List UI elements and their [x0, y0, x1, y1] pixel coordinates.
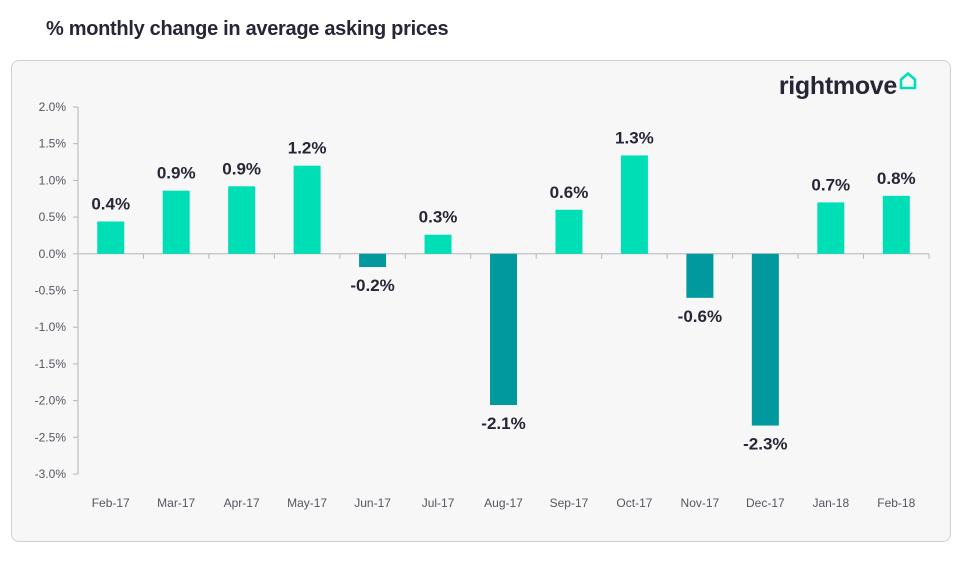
chart-card: rightmove: [11, 60, 951, 542]
x-tick-label: Feb-18: [877, 496, 915, 510]
x-tick-label: Oct-17: [616, 496, 652, 510]
bar: [686, 253, 714, 298]
x-tick-label: Nov-17: [681, 496, 720, 510]
bar: [162, 190, 190, 254]
y-tick-label: 1.5%: [39, 137, 67, 151]
data-label: -2.3%: [743, 435, 787, 454]
y-tick-label: 0.5%: [39, 210, 67, 224]
y-tick-label: -3.0%: [35, 467, 67, 481]
y-tick-label: 1.0%: [39, 173, 67, 187]
x-tick-label: Mar-17: [157, 496, 195, 510]
bar: [620, 155, 648, 254]
bars: [97, 155, 910, 426]
bar: [555, 209, 583, 254]
data-label: 1.3%: [615, 128, 654, 147]
data-label: 0.9%: [157, 164, 196, 183]
y-tick-label: -1.5%: [35, 357, 67, 371]
y-tick-label: 2.0%: [39, 100, 67, 114]
x-tick-label: Jun-17: [354, 496, 391, 510]
brand-name: rightmove: [778, 72, 897, 100]
bar: [817, 202, 845, 254]
x-tick-label: Aug-17: [484, 496, 523, 510]
data-label: -2.1%: [481, 414, 525, 433]
data-label: 0.3%: [419, 208, 458, 227]
brand-logo: rightmove: [779, 71, 918, 101]
data-label: 0.7%: [811, 175, 850, 194]
x-tick-label: Apr-17: [224, 496, 260, 510]
bar: [424, 234, 452, 254]
bar: [97, 221, 125, 254]
house-outline-icon: [899, 72, 917, 90]
data-label: -0.2%: [350, 276, 394, 295]
data-label: 0.9%: [222, 159, 261, 178]
y-tick-label: -2.5%: [35, 430, 67, 444]
x-tick-label: May-17: [287, 496, 327, 510]
bar: [359, 253, 387, 268]
y-tick-label: 0.0%: [39, 247, 67, 261]
x-tick-label: Feb-17: [92, 496, 130, 510]
bar: [293, 165, 321, 254]
data-label: 0.4%: [91, 195, 130, 214]
labels: 0.4% Feb-17 0.9% Mar-17 0.9% Apr-17 1.2% May-17…: [91, 128, 915, 510]
data-label: -0.6%: [678, 307, 722, 326]
y-tick-label: -0.5%: [35, 284, 67, 298]
x-tick-label: Jul-17: [422, 496, 455, 510]
x-tick-label: Sep-17: [550, 496, 589, 510]
x-tick-label: Jan-18: [812, 496, 849, 510]
data-label: 0.8%: [877, 169, 916, 188]
y-tick-label: -1.0%: [35, 320, 67, 334]
bar: [228, 186, 256, 254]
y-tick-label: -2.0%: [35, 394, 67, 408]
page-title: % monthly change in average asking price…: [46, 18, 449, 40]
bar: [751, 253, 779, 426]
data-label: 0.6%: [550, 183, 589, 202]
bar: [490, 253, 517, 406]
x-tick-label: Dec-17: [746, 496, 785, 510]
bar: [882, 195, 910, 254]
data-label: 1.2%: [288, 139, 327, 158]
